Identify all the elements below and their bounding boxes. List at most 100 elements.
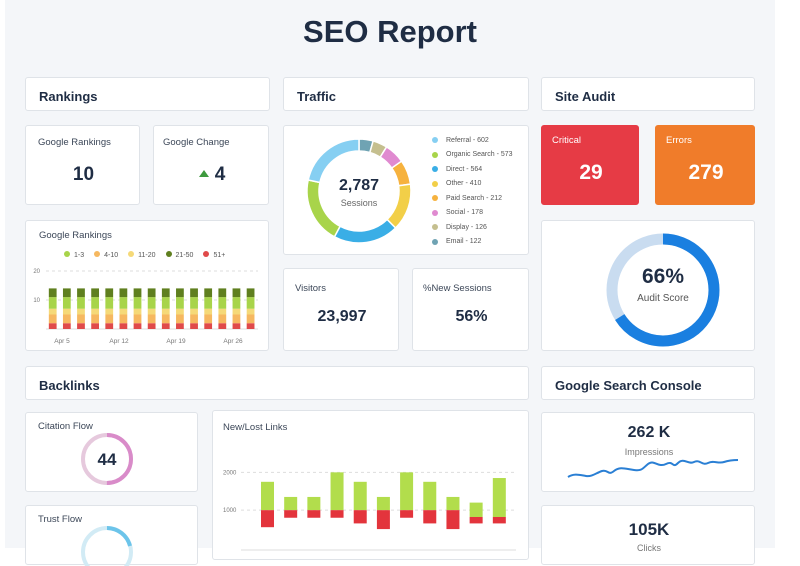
site-audit-header: Site Audit: [541, 77, 755, 111]
bar-segment-21-50: [176, 288, 184, 298]
legend-label: Organic Search - 573: [446, 151, 513, 159]
new-links-bar: [376, 496, 390, 511]
sparkline-path: [567, 459, 739, 478]
legend-dot-icon: [432, 180, 438, 187]
bar-segment-1-3: [62, 297, 71, 309]
bar-segment-11-20: [204, 308, 213, 315]
bar-segment-11-20: [246, 308, 255, 315]
bar-segment-11-20: [77, 308, 85, 315]
ring-progress: [106, 526, 132, 547]
bar-segment-51+: [119, 323, 128, 329]
legend-label: Social - 178: [446, 209, 483, 217]
bar-segment-51+: [133, 323, 142, 329]
bar-segment-11-20: [176, 308, 184, 315]
google-rankings-card: Google Rankings 10: [25, 125, 140, 205]
bar-segment-4-10: [77, 314, 85, 324]
errors-card: Errors 279: [655, 125, 755, 205]
chart-title: New/Lost Links: [223, 422, 288, 433]
legend-item: Direct - 564: [432, 162, 513, 177]
new-links-bar: [446, 496, 460, 511]
google-change-card: Google Change 4: [153, 125, 269, 205]
new-links-bar: [492, 478, 506, 517]
card-label: %New Sessions: [423, 283, 492, 294]
bar-segment-11-20: [147, 308, 156, 315]
lost-links-bar: [284, 510, 298, 518]
triangle-up-icon: [198, 170, 209, 177]
bar-segment-11-20: [133, 308, 142, 315]
legend-item: Email - 122: [432, 235, 513, 250]
new-links-bar: [400, 472, 414, 511]
bar-segment-1-3: [246, 297, 255, 309]
legend-label: Other - 410: [446, 180, 482, 188]
clicks-card: 105K Clicks: [541, 505, 755, 565]
bar-segment-4-10: [176, 314, 184, 324]
bar-segment-1-3: [91, 297, 99, 309]
legend-item: Other - 410: [432, 177, 513, 192]
donut-slice-referral: [307, 138, 360, 184]
legend-dot-icon: [432, 151, 438, 158]
bar-segment-21-50: [48, 288, 57, 298]
y-tick-label: 1000: [223, 508, 237, 514]
lost-links-bar: [307, 510, 321, 518]
new-links-bar: [353, 481, 367, 511]
ring-progress: [81, 433, 133, 485]
lost-links-bar: [492, 516, 506, 524]
backlinks-header: Backlinks: [25, 366, 529, 400]
lost-links-bar: [353, 510, 367, 524]
lost-links-bar: [423, 510, 437, 524]
new-lost-links-card: New/Lost Links 2000 1000: [212, 410, 529, 560]
bar-segment-51+: [246, 323, 255, 329]
legend-label: 21-50: [175, 252, 194, 259]
legend-dot-icon: [432, 209, 438, 216]
card-label: Critical: [552, 135, 582, 146]
legend-item: 21-50: [165, 251, 194, 259]
bar-segment-11-20: [190, 308, 198, 315]
new-lost-links-chart: 2000 1000: [223, 470, 516, 551]
bar-segment-51+: [176, 323, 184, 329]
card-value: 56%: [455, 308, 488, 325]
legend-label: Email - 122: [446, 238, 482, 246]
visitors-card: Visitors 23,997: [283, 268, 399, 351]
traffic-header: Traffic: [283, 77, 529, 111]
ring-progress: [606, 233, 720, 347]
bar-segment-1-3: [190, 297, 198, 309]
bar-segment-1-3: [77, 297, 85, 309]
bar-segment-1-3: [204, 297, 213, 309]
bar-segment-51+: [232, 323, 241, 329]
chart-legend: 1-3 4-10 11-20 21-50 51+: [64, 251, 225, 259]
legend-label: Referral - 602: [446, 136, 489, 144]
bar-segment-1-3: [133, 297, 142, 309]
citation-flow-card: Citation Flow 44: [25, 412, 198, 492]
legend-item: Paid Search - 212: [432, 191, 513, 206]
bar-segment-1-3: [232, 297, 241, 309]
bar-segment-11-20: [91, 308, 99, 315]
bar-segment-51+: [77, 323, 85, 329]
y-tick-label: 20: [33, 269, 40, 275]
lost-links-bar: [330, 510, 344, 518]
legend-dot-icon: [432, 195, 438, 202]
section-title: Backlinks: [39, 378, 100, 393]
sessions-total: 2,787: [338, 177, 380, 194]
legend-dot-icon: [128, 251, 135, 257]
bar-segment-21-50: [119, 288, 128, 298]
trust-flow-ring: [81, 526, 133, 566]
legend-dot-icon: [165, 251, 172, 257]
traffic-donut-card: 2,787 Sessions Referral - 602 Organic Sea…: [283, 125, 529, 255]
legend-item: Display - 126: [432, 220, 513, 235]
lost-links-bar: [446, 510, 460, 530]
bar-segment-1-3: [105, 297, 114, 309]
card-label: Errors: [666, 135, 692, 146]
new-links-bar: [469, 502, 483, 517]
card-value: 4: [214, 164, 226, 185]
legend-dot-icon: [203, 251, 210, 257]
card-value: 29: [579, 161, 603, 184]
new-sessions-card: %New Sessions 56%: [412, 268, 529, 351]
legend-label: 51+: [213, 252, 226, 259]
donut-slice-direct: [333, 218, 397, 244]
citation-flow-value: 44: [97, 450, 117, 469]
rankings-bar-chart: 20 10 Apr 5 Apr 12 Apr 19 Apr 26: [33, 269, 258, 345]
clicks-value: 105K: [628, 520, 670, 539]
bar-segment-21-50: [218, 288, 227, 298]
section-title: Google Search Console: [555, 378, 702, 393]
legend-label: Direct - 564: [446, 165, 483, 173]
